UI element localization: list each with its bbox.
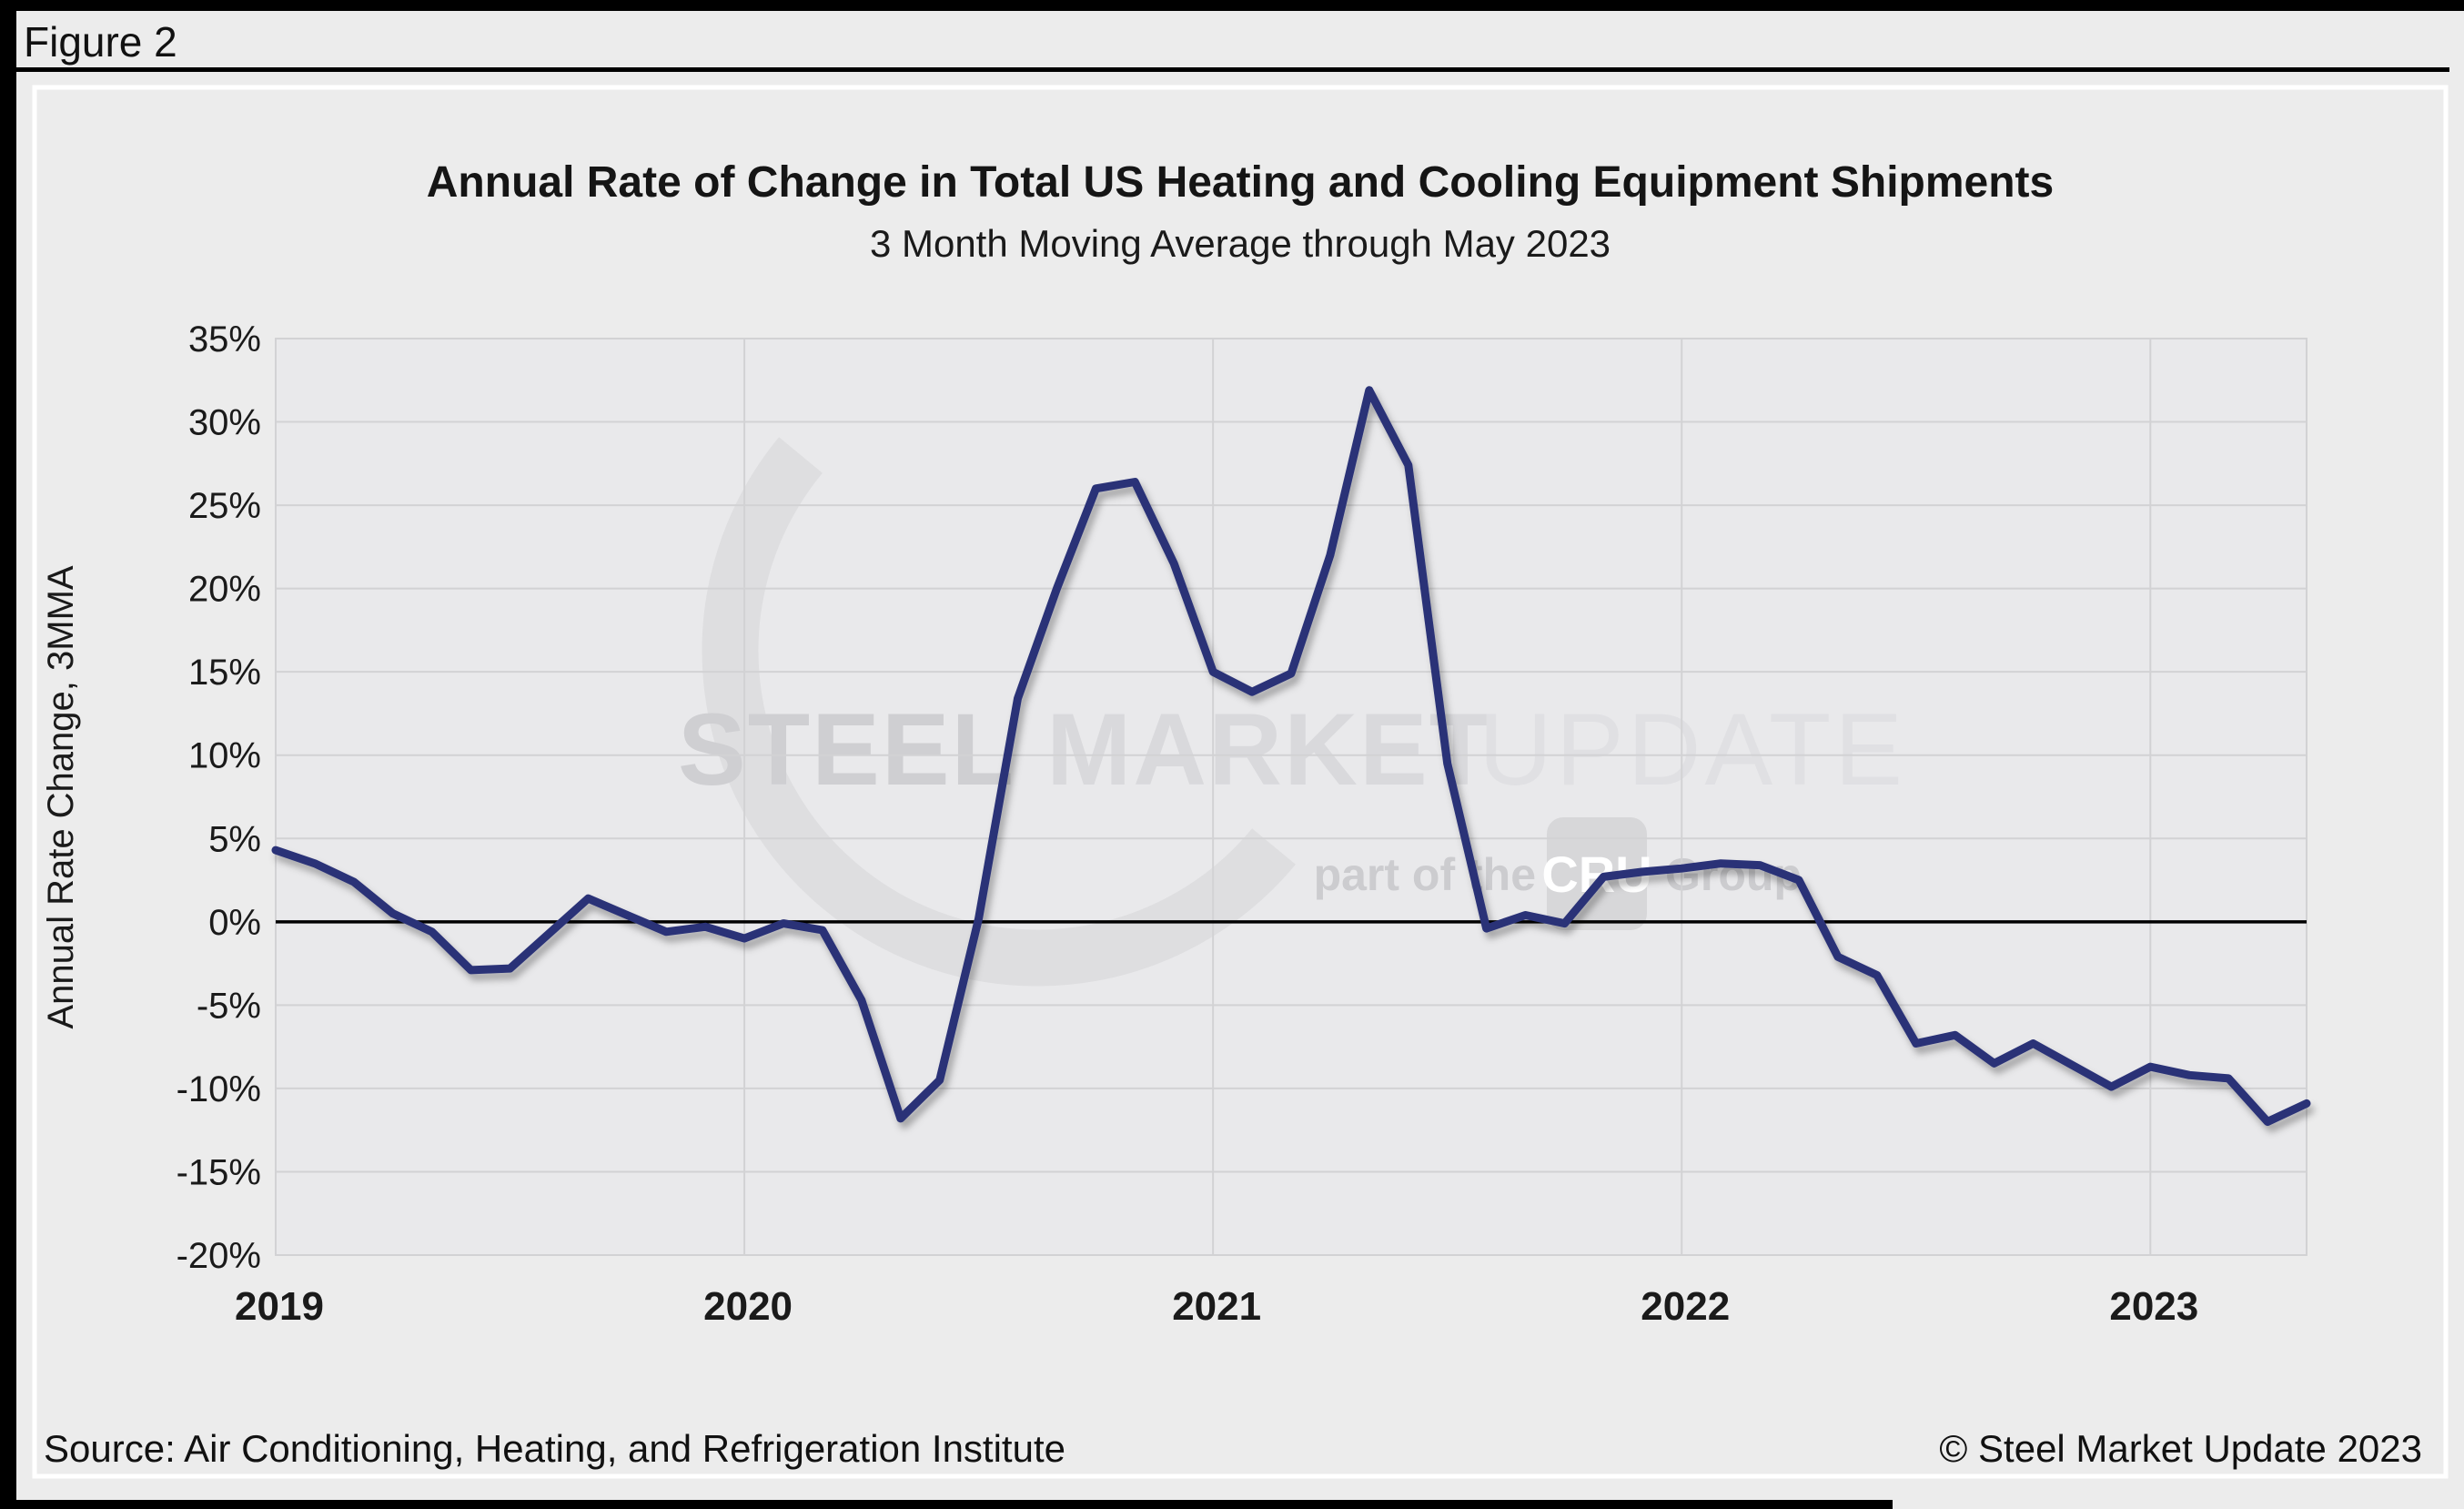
- watermark-word-update: UPDATE: [1479, 693, 1906, 806]
- series-line: [271, 386, 2311, 1126]
- watermark-tagline-prefix: part of the: [1314, 849, 1536, 900]
- x-tick-label: 2022: [1641, 1284, 1730, 1329]
- x-tick-label: 2023: [2109, 1284, 2198, 1329]
- y-tick-label: -20%: [177, 1236, 261, 1276]
- watermark-word-market: MARKET: [1046, 693, 1493, 806]
- copyright-note: © Steel Market Update 2023: [1939, 1427, 2422, 1470]
- figure-underline: [16, 67, 2449, 72]
- y-tick-label: -5%: [197, 986, 261, 1026]
- y-tick-label: 25%: [188, 486, 261, 526]
- x-tick-label: 2020: [703, 1284, 793, 1329]
- y-tick-label: 10%: [188, 736, 261, 776]
- left-black-bar: [0, 0, 16, 1509]
- y-tick-label: 30%: [188, 403, 261, 443]
- plot-border: [275, 338, 2307, 1256]
- cru-badge-icon: [1547, 817, 1647, 930]
- top-black-bar: [0, 0, 2464, 11]
- y-tick-label: -10%: [177, 1069, 261, 1109]
- y-tick-label: 15%: [188, 653, 261, 693]
- watermark-swoosh-icon: [702, 437, 1296, 987]
- watermark-word-steel: STEEL: [678, 693, 1015, 806]
- plot-background: [276, 339, 2307, 1255]
- y-axis-title: Annual Rate Change, 3MMA: [41, 565, 81, 1029]
- chart-title: Annual Rate of Change in Total US Heatin…: [427, 158, 2054, 207]
- bottom-black-bar: [0, 1500, 1893, 1509]
- y-tick-label: 20%: [188, 570, 261, 610]
- x-tick-label: 2019: [235, 1284, 324, 1329]
- source-note: Source: Air Conditioning, Heating, and R…: [44, 1427, 1065, 1470]
- x-tick-label: 2021: [1172, 1284, 1261, 1329]
- y-tick-label: -15%: [177, 1152, 261, 1192]
- chart-subtitle: 3 Month Moving Average through May 2023: [870, 222, 1611, 265]
- y-tick-label: 35%: [188, 319, 261, 360]
- y-tick-label: 0%: [208, 903, 261, 943]
- y-tick-label: 5%: [208, 819, 261, 859]
- figure-label: Figure 2: [24, 18, 177, 66]
